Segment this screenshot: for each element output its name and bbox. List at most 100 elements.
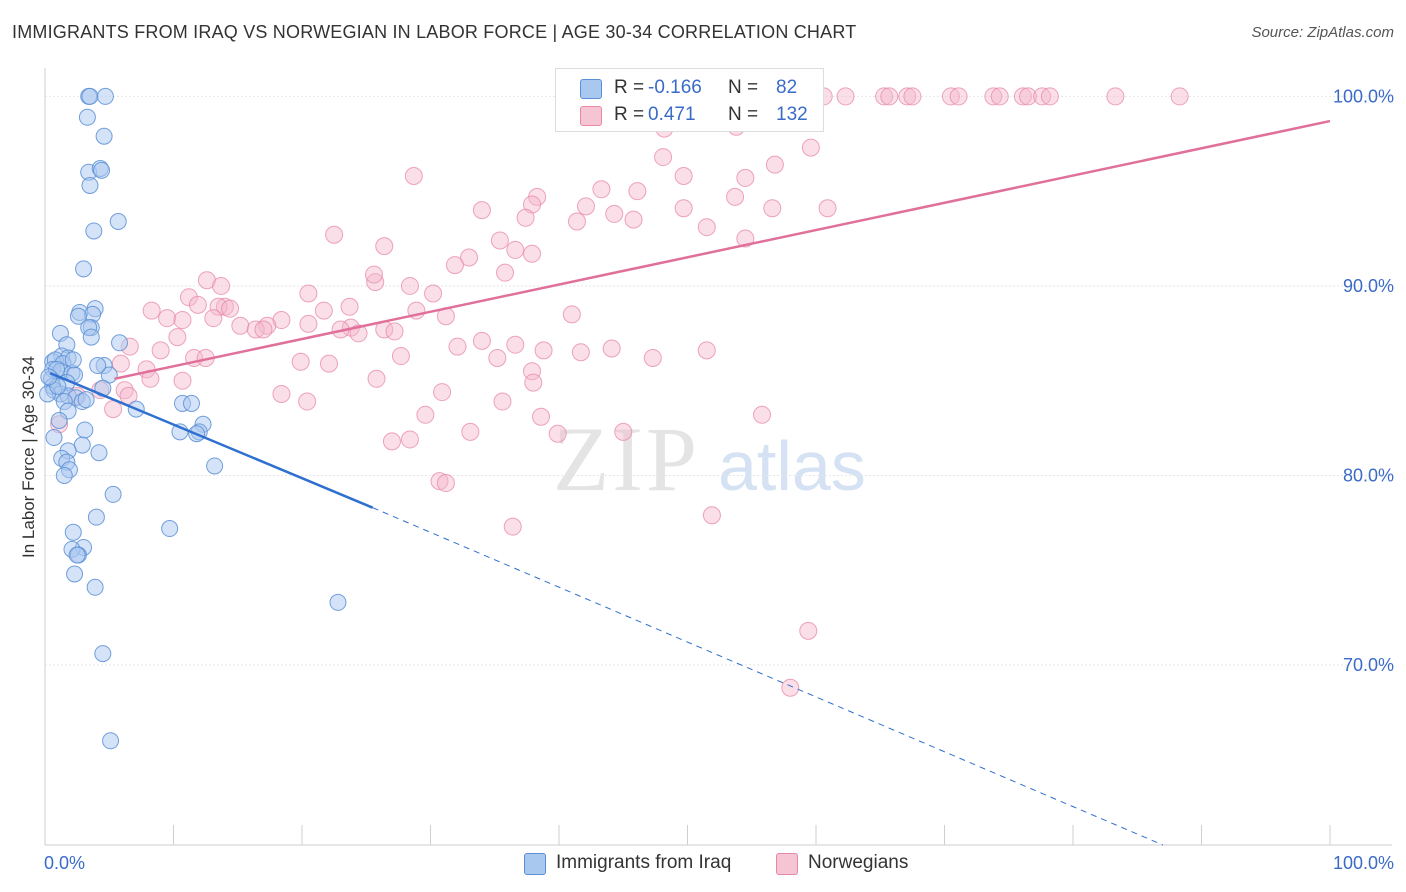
watermark-atlas: atlas — [718, 427, 866, 505]
iraq-points — [39, 87, 347, 750]
iraq-point — [102, 732, 120, 750]
norwegians-point — [990, 87, 1009, 106]
norwegians-point — [142, 301, 161, 320]
legend-swatch-norwegians — [580, 106, 602, 126]
norwegians-point — [173, 371, 192, 390]
correlation-legend: R = -0.166 N = 82 R = 0.471 N = 132 — [555, 68, 824, 132]
norwegians-point — [382, 432, 401, 451]
legend-row-iraq: R = -0.166 N = 82 — [556, 75, 823, 101]
iraq-point — [95, 127, 113, 145]
iraq-point — [104, 485, 122, 503]
iraq-point — [94, 645, 112, 663]
norwegians-point — [472, 331, 491, 350]
norwegians-point — [364, 265, 383, 284]
norwegians-point — [674, 167, 693, 186]
norwegians-point — [592, 180, 611, 199]
norwegians-point — [231, 316, 250, 335]
chart-title: IMMIGRANTS FROM IRAQ VS NORWEGIAN IN LAB… — [12, 22, 857, 42]
norwegians-point — [209, 297, 228, 316]
norwegians-point — [799, 621, 818, 640]
iraq-point — [82, 328, 100, 346]
norwegians-point — [523, 195, 542, 214]
norwegians-point — [602, 339, 621, 358]
iraq-point — [206, 457, 224, 475]
iraq-point — [90, 444, 108, 462]
bottom-legend-label-iraq: Immigrants from Iraq — [556, 852, 732, 873]
norwegians-point — [424, 284, 443, 303]
norwegians-point — [836, 87, 855, 106]
x-tick-label-0: 0.0% — [44, 853, 85, 873]
norwegians-point — [119, 386, 138, 405]
norwegians-point — [385, 322, 404, 341]
norwegians-point — [523, 362, 542, 381]
iraq-point — [81, 176, 99, 194]
norwegians-point — [753, 405, 772, 424]
norwegians-point — [576, 197, 595, 216]
norwegians-point — [221, 299, 240, 318]
bottom-legend-swatch-norwegians — [776, 853, 798, 875]
norwegians-point — [1106, 87, 1125, 106]
chart-source: Source: ZipAtlas.com — [1251, 24, 1394, 41]
iraq-point — [329, 593, 347, 611]
norwegians-point — [445, 256, 464, 275]
watermark-zip: ZIP — [553, 408, 700, 510]
norwegians-point — [168, 328, 187, 347]
norwegians-point — [490, 231, 509, 250]
norwegians-point — [212, 276, 231, 295]
iraq-point — [87, 508, 105, 526]
norwegians-point — [984, 87, 1003, 106]
norwegians-trendline — [114, 119, 1331, 381]
iraq-point — [64, 523, 82, 541]
norwegians-point — [291, 352, 310, 371]
norwegians-point — [1170, 87, 1189, 106]
norwegians-point — [614, 422, 633, 441]
norwegians-point — [949, 87, 968, 106]
iraq-point — [89, 357, 107, 375]
norwegians-point — [880, 87, 899, 106]
iraq-point — [40, 368, 58, 386]
norwegians-point — [605, 204, 624, 223]
norwegians-point — [367, 369, 386, 388]
norwegians-point — [436, 474, 455, 493]
norwegians-point — [254, 320, 273, 339]
watermark: ZIP atlas — [553, 408, 866, 510]
iraq-trendline — [49, 371, 374, 509]
norwegians-point — [246, 320, 265, 339]
norwegians-point — [654, 148, 673, 167]
y-tick-labels: 100.0% 90.0% 80.0% 70.0% — [1333, 86, 1394, 675]
norwegians-point — [726, 187, 745, 206]
iraq-point — [182, 394, 200, 412]
norwegians-point — [736, 168, 755, 187]
iraq-point — [109, 213, 127, 231]
bottom-legend-swatch-iraq — [524, 853, 546, 875]
iraq-point — [78, 108, 96, 126]
gridlines — [45, 95, 1392, 666]
iraq-point — [68, 546, 86, 564]
norwegians-point — [903, 87, 922, 106]
norwegians-point — [524, 373, 543, 392]
norwegians-point — [314, 301, 333, 320]
iraq-point — [73, 436, 91, 454]
norwegians-point — [643, 348, 662, 367]
norwegians-point — [941, 87, 960, 106]
norwegians-point — [506, 335, 525, 354]
iraq-point — [50, 411, 68, 429]
norwegians-point — [702, 506, 721, 525]
norwegians-point — [400, 276, 419, 295]
y-tick-label: 90.0% — [1343, 276, 1394, 296]
norwegians-point — [173, 311, 192, 330]
norwegians-point — [496, 263, 515, 282]
norwegians-point — [674, 199, 693, 218]
norwegians-point — [299, 314, 318, 333]
x-ticks — [173, 825, 1331, 845]
norwegians-point — [298, 392, 317, 411]
norwegians-point — [567, 212, 586, 231]
norwegians-point — [151, 341, 170, 360]
legend-n-value: 82 — [776, 77, 798, 98]
bottom-legend-label-norwegians: Norwegians — [808, 852, 909, 873]
legend-n-label: N = — [728, 104, 759, 125]
norwegians-point — [430, 472, 449, 491]
iraq-point — [161, 520, 179, 538]
axes — [44, 68, 1392, 846]
